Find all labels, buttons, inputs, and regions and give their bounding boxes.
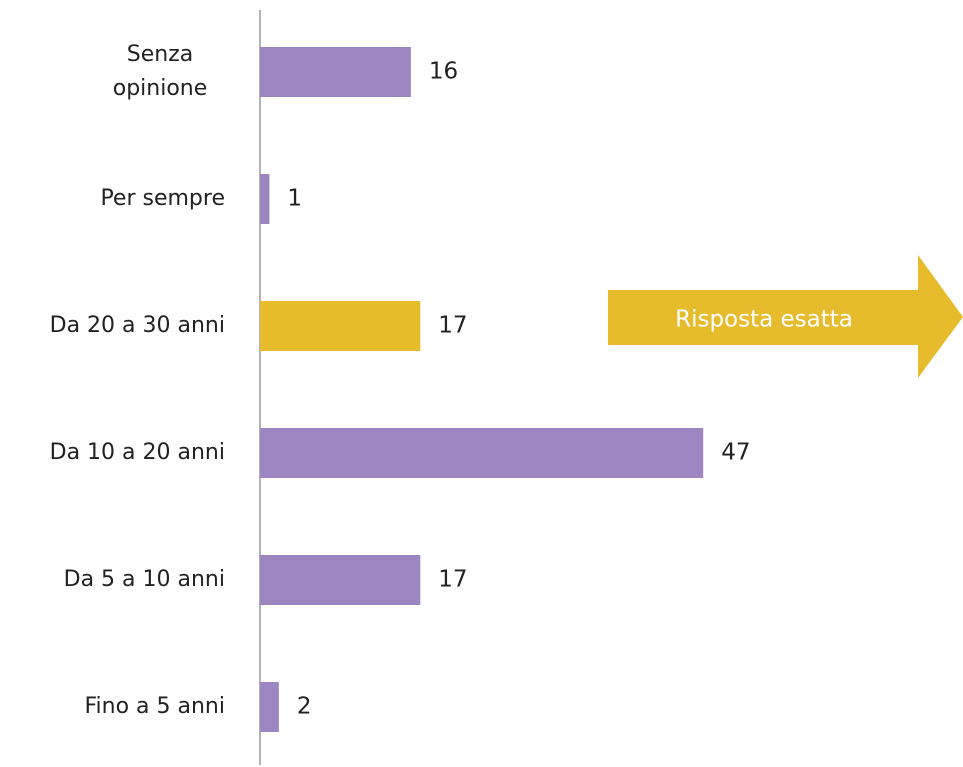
category-label: Da 20 a 30 anni <box>49 313 225 338</box>
category-label-box: Da 20 a 30 anni <box>50 309 225 343</box>
category-label: Da 5 a 10 anni <box>63 567 225 592</box>
data-label: 17 <box>438 313 467 339</box>
data-label: 2 <box>297 694 312 720</box>
bar <box>260 555 421 605</box>
category-label: Da 10 a 20 anni <box>49 440 225 465</box>
bar <box>260 301 421 351</box>
category-label-box: Senza opinione <box>95 38 225 106</box>
category-label-box: Per sempre <box>100 182 225 216</box>
bar <box>260 47 411 97</box>
annotation-arrow: Risposta esatta <box>608 255 963 378</box>
data-label: 1 <box>287 186 302 212</box>
category-label-box: Fino a 5 anni <box>84 690 225 724</box>
bar <box>260 174 270 224</box>
annotation-text: Risposta esatta <box>675 307 853 333</box>
category-label: Senza opinione <box>112 42 208 101</box>
category-label-box: Da 5 a 10 anni <box>64 563 225 597</box>
data-label: 47 <box>721 440 750 466</box>
data-label: 16 <box>429 59 458 85</box>
bar <box>260 428 704 478</box>
category-label-box: Da 10 a 20 anni <box>50 436 225 470</box>
category-label: Per sempre <box>100 186 225 211</box>
category-label: Fino a 5 anni <box>84 694 225 719</box>
data-label: 17 <box>438 567 467 593</box>
arrow-shape <box>608 255 963 378</box>
bar <box>260 682 279 732</box>
